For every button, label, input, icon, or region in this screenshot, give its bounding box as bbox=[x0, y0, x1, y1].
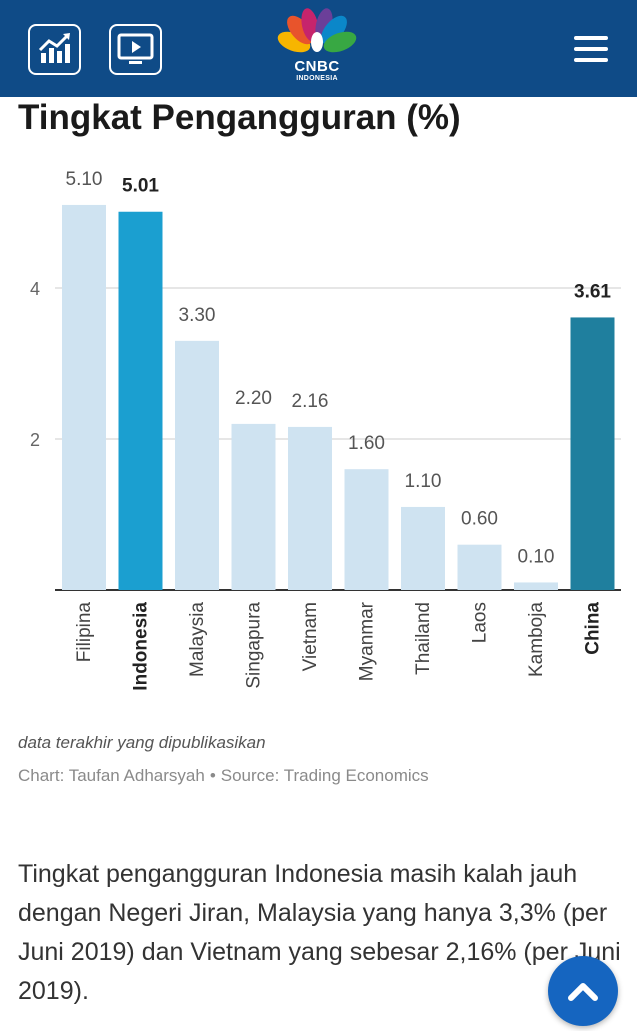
value-label: 3.30 bbox=[179, 305, 216, 326]
hamburger-menu-bar bbox=[574, 47, 608, 51]
cnbc-indonesia-logo[interactable]: CNBC INDONESIA bbox=[272, 6, 362, 86]
category-label: Kamboja bbox=[526, 602, 547, 677]
bar-kamboja bbox=[514, 582, 558, 590]
chart-title: Tingkat Pengangguran (%) bbox=[18, 98, 461, 137]
bar-thailand bbox=[401, 506, 445, 590]
value-label: 2.16 bbox=[292, 391, 329, 412]
market-chart-button[interactable] bbox=[28, 24, 81, 75]
category-label: Myanmar bbox=[357, 601, 378, 681]
value-label: 0.60 bbox=[461, 509, 498, 530]
category-label: Singapura bbox=[244, 602, 265, 689]
value-label: 1.60 bbox=[348, 433, 385, 454]
y-tick-label: 2 bbox=[30, 430, 40, 450]
app-header: CNBC INDONESIA bbox=[0, 0, 637, 97]
bar-malaysia bbox=[175, 340, 219, 590]
value-label: 2.20 bbox=[235, 388, 272, 409]
hamburger-menu-button[interactable] bbox=[570, 34, 610, 64]
hamburger-menu-icon bbox=[574, 36, 608, 40]
tv-video-button[interactable] bbox=[109, 24, 162, 75]
logo-wordmark: CNBC bbox=[294, 58, 340, 75]
category-label: Indonesia bbox=[131, 602, 152, 691]
bar-myanmar bbox=[344, 469, 389, 590]
chart-credit: Chart: Taufan Adharsyah • Source: Trading … bbox=[18, 766, 429, 786]
category-label: Vietnam bbox=[300, 602, 321, 671]
bar-singapura bbox=[231, 423, 276, 590]
bar-china bbox=[570, 317, 615, 590]
value-label: 0.10 bbox=[518, 546, 555, 567]
bar-filipina bbox=[62, 204, 106, 590]
hamburger-menu-bar bbox=[574, 58, 608, 62]
category-label: Laos bbox=[470, 602, 491, 643]
article-paragraph: Tingkat pengangguran Indonesia masih kal… bbox=[18, 860, 621, 1005]
value-label: 1.10 bbox=[405, 471, 442, 492]
bar-indonesia bbox=[118, 211, 163, 590]
bar-vietnam bbox=[288, 426, 332, 590]
category-label: Filipina bbox=[74, 602, 95, 663]
chart-note: data terakhir yang dipublikasikan bbox=[18, 733, 266, 752]
credit-separator: • bbox=[209, 766, 216, 785]
unemployment-bar-chart: 2 4 5.10 Filipina 5.01 Indonesia 3.30 Malaysia 2… bbox=[30, 169, 621, 691]
value-label: 5.01 bbox=[122, 176, 159, 197]
scroll-to-top-button[interactable] bbox=[548, 956, 618, 1026]
bar-laos bbox=[457, 544, 502, 590]
chevron-up-icon bbox=[568, 983, 598, 1001]
tv-play-icon bbox=[117, 33, 154, 64]
value-label: 5.10 bbox=[66, 169, 103, 190]
category-label: China bbox=[583, 602, 604, 655]
y-tick-label: 4 bbox=[30, 279, 40, 299]
chart-author: Chart: Taufan Adharsyah bbox=[18, 766, 205, 785]
value-label: 3.61 bbox=[574, 281, 611, 302]
category-label: Malaysia bbox=[187, 602, 208, 677]
market-chart-icon bbox=[38, 33, 70, 63]
chart-source: Source: Trading Economics bbox=[220, 766, 429, 785]
category-label: Thailand bbox=[413, 602, 434, 675]
logo-subtitle: INDONESIA bbox=[296, 75, 338, 82]
nbc-peacock-icon bbox=[277, 8, 357, 53]
